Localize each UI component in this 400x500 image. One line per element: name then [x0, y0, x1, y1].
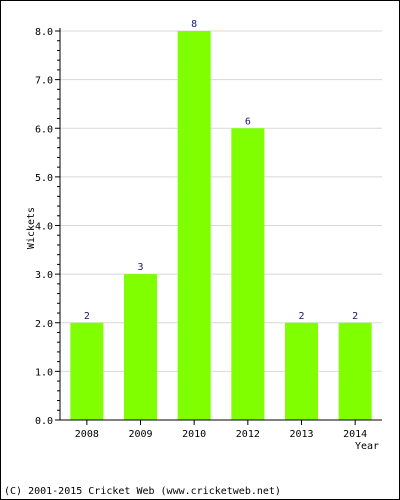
- bar-value-label: 2: [352, 311, 358, 322]
- y-tick-label: 0.0: [35, 416, 53, 427]
- bar: [124, 274, 157, 420]
- y-tick-label: 1.0: [35, 367, 53, 378]
- bar-value-label: 3: [137, 262, 143, 273]
- y-tick-label: 3.0: [35, 270, 53, 281]
- y-tick-label: 5.0: [35, 173, 53, 184]
- y-tick-label: 4.0: [35, 222, 53, 233]
- copyright-text: (C) 2001-2015 Cricket Web (www.cricketwe…: [4, 486, 281, 497]
- y-tick-label: 8.0: [35, 27, 53, 38]
- grid-lines: [60, 30, 382, 372]
- y-tick-label: 2.0: [35, 319, 53, 330]
- x-tick-label: 2008: [75, 429, 99, 440]
- bar: [231, 128, 265, 420]
- bar-value-label: 2: [298, 311, 304, 322]
- bar: [338, 322, 372, 420]
- bar-value-label: 6: [245, 116, 251, 127]
- x-tick-label: 2012: [236, 429, 260, 440]
- bar: [177, 31, 211, 420]
- x-tick-label: 2014: [343, 429, 367, 440]
- y-tick-label: 7.0: [35, 76, 53, 87]
- x-tick-label: 2013: [289, 429, 313, 440]
- axes: [55, 28, 382, 425]
- bar-value-label: 8: [191, 19, 197, 30]
- bar: [70, 322, 104, 420]
- bar: [285, 322, 318, 420]
- y-tick-label: 6.0: [35, 124, 53, 135]
- bars: [70, 31, 372, 420]
- x-tick-label: 2010: [182, 429, 206, 440]
- bar-value-label: 2: [84, 311, 90, 322]
- y-axis-title: Wickets: [26, 207, 37, 249]
- x-axis-title: Year: [355, 441, 379, 452]
- labels: 0.0 1.0 2.0 3.0 4.0 5.0 6.0 7.0 8.0 2 2008 3 2009 8 20…: [35, 19, 367, 440]
- x-tick-label: 2009: [128, 429, 152, 440]
